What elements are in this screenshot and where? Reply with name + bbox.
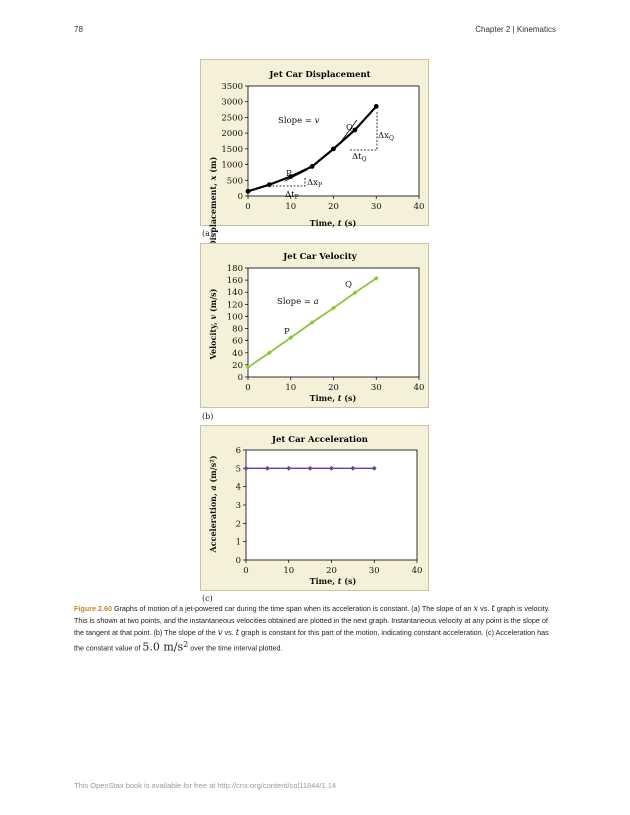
delta-t-q-label: ΔtQ — [352, 152, 367, 163]
y-tick-label: 3 — [236, 501, 241, 511]
x-tick-label: 40 — [414, 202, 425, 212]
x-tick-label: 10 — [285, 383, 296, 393]
x-tick-label: 30 — [371, 383, 382, 393]
y-axis-label: Displacement, x (m) — [208, 157, 218, 248]
y-tick-label: 3000 — [221, 98, 243, 108]
y-tick-label: 4 — [236, 483, 241, 493]
y-tick-label: 80 — [232, 325, 243, 335]
x-tick-label: 40 — [414, 383, 425, 393]
point-p-label: P — [284, 327, 290, 337]
y-tick-label: 160 — [227, 276, 243, 286]
data-point — [373, 104, 379, 109]
data-point — [371, 465, 377, 471]
y-tick-label: 6 — [236, 446, 241, 456]
data-point — [245, 364, 251, 370]
slope-annotation: Slope = v — [278, 116, 320, 126]
x-tick-label: 0 — [245, 383, 250, 393]
panel-label-c: (c) — [202, 594, 213, 603]
data-point — [309, 164, 315, 169]
y-tick-label: 0 — [236, 556, 241, 566]
triangle-q — [350, 112, 378, 151]
figure-caption: Figure 2.60 Graphs of motion of a jet-po… — [74, 604, 550, 654]
data-point — [288, 335, 294, 341]
y-tick-label: 2500 — [221, 113, 243, 123]
footer-note: This OpenStax book is available for free… — [74, 781, 337, 790]
chart-title: Jet Car Acceleration — [271, 435, 368, 445]
y-tick-label: 0 — [238, 192, 243, 202]
y-tick-label: 2 — [236, 519, 241, 529]
y-tick-label: 0 — [238, 373, 243, 383]
chapter-header: Chapter 2 | Kinematics — [475, 25, 556, 34]
x-axis-label: Time, t (s) — [310, 576, 357, 586]
triangle-p — [269, 177, 306, 187]
x-tick-label: 0 — [245, 202, 250, 212]
x-tick-label: 20 — [328, 202, 339, 212]
y-tick-label: 2000 — [221, 129, 243, 139]
y-tick-label: 1000 — [221, 161, 243, 171]
y-tick-label: 500 — [227, 176, 243, 186]
tangent-p — [284, 169, 308, 182]
acceleration-chart-panel: Jet Car Acceleration Acceleration, a (m/… — [200, 425, 429, 591]
data-point — [307, 465, 313, 471]
point-q-label: Q — [346, 123, 353, 133]
y-tick-label: 1500 — [221, 145, 243, 155]
y-tick-label: 40 — [232, 349, 243, 359]
data-point — [243, 465, 249, 471]
data-point — [264, 465, 270, 471]
chart-title: Jet Car Displacement — [268, 70, 370, 80]
displacement-chart: Jet Car Displacement Displacement, x (m)… — [208, 70, 425, 247]
chart-title: Jet Car Velocity — [282, 252, 357, 262]
panel-label-a: (a) — [202, 229, 214, 238]
acceleration-value: 5.0 m/s — [142, 640, 184, 654]
displacement-chart-panel: Jet Car Displacement Displacement, x (m)… — [200, 59, 429, 247]
y-tick-label: 140 — [227, 288, 243, 298]
data-point — [352, 127, 358, 133]
data-point — [286, 465, 292, 471]
x-tick-label: 10 — [285, 202, 296, 212]
x-axis-label: Time, t (s) — [310, 218, 357, 228]
y-tick-label: 60 — [232, 337, 243, 347]
velocity-chart: Jet Car Velocity Velocity, v (m/s) Time,… — [208, 252, 425, 403]
y-axis-label: Velocity, v (m/s) — [208, 288, 218, 360]
point-q-label: Q — [345, 280, 352, 290]
delta-x-q-label: ΔxQ — [378, 131, 394, 142]
page-number: 78 — [74, 25, 83, 34]
y-axis-label: Acceleration, a (m/s²) — [208, 455, 218, 553]
data-point — [331, 146, 336, 152]
x-tick-label: 40 — [412, 566, 423, 576]
x-tick-label: 20 — [328, 383, 339, 393]
y-tick-label: 5 — [236, 464, 241, 474]
x-tick-label: 20 — [326, 566, 337, 576]
y-tick-label: 180 — [227, 264, 243, 274]
data-point — [266, 350, 272, 356]
y-tick-label: 100 — [227, 312, 243, 322]
y-tick-label: 20 — [232, 361, 243, 371]
panel-label-b: (b) — [202, 412, 214, 421]
tangent-q — [336, 119, 358, 148]
x-tick-label: 30 — [371, 202, 382, 212]
x-axis-label: Time, t (s) — [310, 393, 357, 403]
acceleration-chart: Jet Car Acceleration Acceleration, a (m/… — [208, 435, 423, 586]
data-point — [329, 465, 334, 471]
slope-annotation: Slope = a — [277, 297, 319, 307]
y-tick-label: 3500 — [221, 82, 243, 92]
x-tick-label: 30 — [369, 566, 380, 576]
figure-label: Figure 2.60 — [74, 604, 112, 613]
delta-x-p-label: ΔxP — [307, 178, 322, 189]
plot-area — [247, 267, 420, 378]
y-tick-label: 1 — [236, 538, 241, 548]
data-point — [350, 465, 356, 471]
data-point — [245, 188, 251, 194]
x-tick-label: 0 — [243, 566, 248, 576]
y-tick-label: 120 — [227, 300, 243, 310]
delta-t-p-label: ΔtP — [285, 190, 299, 201]
x-tick-label: 10 — [283, 566, 294, 576]
point-p-label: P — [286, 169, 292, 179]
velocity-chart-panel: Jet Car Velocity Velocity, v (m/s) Time,… — [200, 243, 429, 408]
